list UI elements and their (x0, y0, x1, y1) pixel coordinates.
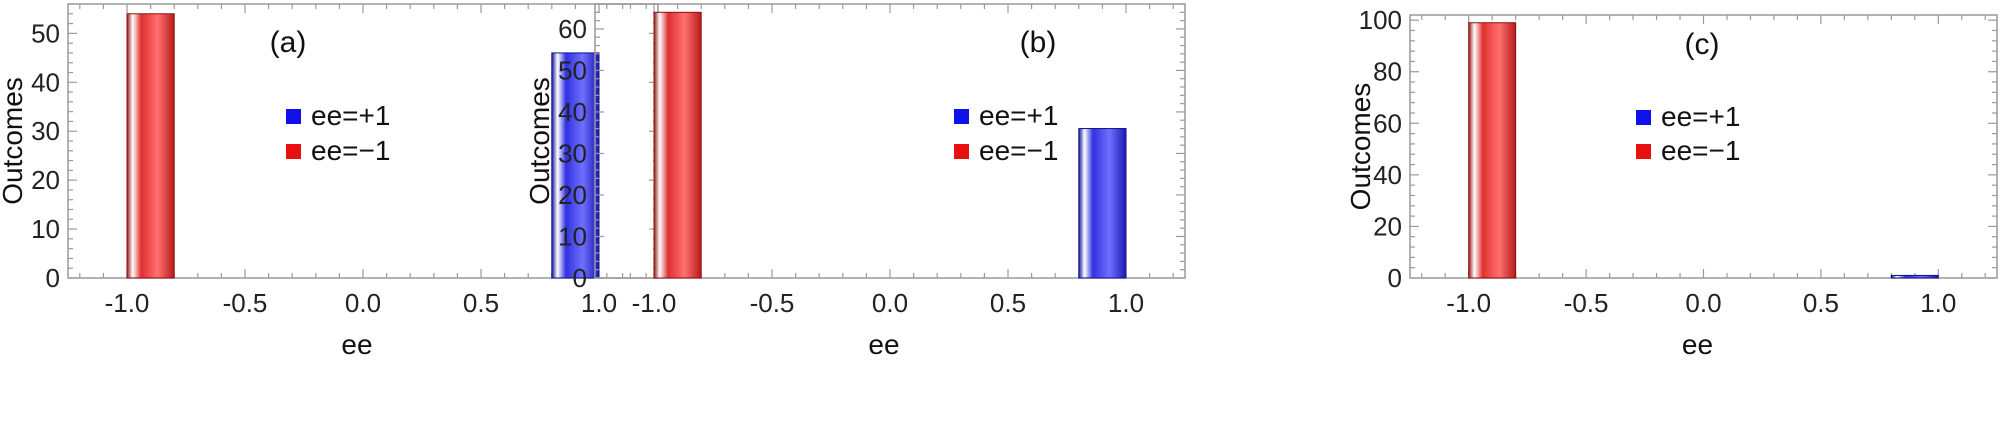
y-tick-label: 10 (558, 221, 587, 251)
y-tick-label: 60 (558, 14, 587, 44)
x-tick-label: 1.0 (1108, 288, 1144, 318)
x-tick-label: -0.5 (223, 288, 268, 318)
x-tick-label: 0.5 (990, 288, 1026, 318)
x-tick-label: 0.5 (1803, 288, 1839, 318)
panel-label: (a) (270, 26, 307, 59)
y-tick-label: 50 (31, 18, 60, 48)
bar-plus-1 (1890, 274, 1939, 279)
x-tick-label: 1.0 (581, 288, 617, 318)
x-axis-label: ee (868, 329, 899, 360)
legend-label: ee=−1 (311, 135, 390, 166)
y-tick-label: 50 (558, 55, 587, 85)
y-tick-label: 40 (1373, 160, 1402, 190)
legend-swatch (1636, 144, 1651, 159)
y-tick-label: 60 (1373, 108, 1402, 138)
y-tick-label: 100 (1359, 5, 1402, 35)
y-tick-label: 30 (558, 138, 587, 168)
bar-minus-1 (653, 11, 702, 279)
legend-label: ee=+1 (1661, 101, 1740, 132)
y-axis-label: Outcomes (1345, 83, 1376, 211)
x-tick-label: 0.5 (463, 288, 499, 318)
y-tick-label: 20 (1373, 211, 1402, 241)
legend-label: ee=+1 (311, 100, 390, 131)
y-axis-label: Outcomes (0, 77, 28, 205)
y-axis-label: Outcomes (524, 77, 555, 205)
legend-swatch (954, 109, 969, 124)
x-tick-label: -1.0 (105, 288, 150, 318)
y-tick-label: 80 (1373, 57, 1402, 87)
x-tick-label: -0.5 (1564, 288, 1609, 318)
x-axis-label: ee (1682, 329, 1713, 360)
chart-panel-2: -1.0 -0.5 0.0 0.5 1.00102030405060eeOutcomes… (524, 3, 1186, 360)
legend-label: ee=+1 (979, 100, 1058, 131)
x-tick-label: -0.5 (750, 288, 795, 318)
x-tick-label: 1.0 (1920, 288, 1956, 318)
chart-panel-3: -1.0 -0.5 0.0 0.5 1.0 0 20 40 60 80 100 ee Outcomes (… (1345, 5, 1998, 360)
legend-label: ee=−1 (1661, 135, 1740, 166)
legend-swatch (954, 144, 969, 159)
bar-minus-1 (126, 13, 175, 279)
y-tick-label: 0 (46, 263, 60, 293)
legend-swatch (1636, 110, 1651, 125)
y-tick-label: 30 (31, 116, 60, 146)
y-tick-label: 10 (31, 214, 60, 244)
legend-swatch (286, 144, 301, 159)
x-axis-label: ee (341, 329, 372, 360)
chart-panel-1: -1.0 -0.5 0.0 0.5 1.001020304050eeOutcomes(a… (0, 3, 659, 360)
x-tick-label: -1.0 (632, 288, 677, 318)
y-tick-label: 0 (573, 263, 587, 293)
y-tick-label: 20 (31, 165, 60, 195)
x-tick-label: 0.0 (345, 288, 381, 318)
legend-label: ee=−1 (979, 135, 1058, 166)
y-tick-label: 40 (558, 97, 587, 127)
x-tick-label: 0.0 (872, 288, 908, 318)
y-tick-label: 40 (31, 67, 60, 97)
legend-swatch (286, 109, 301, 124)
bar-minus-1 (1468, 22, 1517, 279)
panel-label: (c) (1685, 28, 1720, 61)
y-tick-label: 0 (1388, 263, 1402, 293)
bar-plus-1 (551, 52, 600, 279)
bar-plus-1 (1078, 128, 1127, 279)
x-tick-label: -1.0 (1446, 288, 1491, 318)
x-tick-label: 0.0 (1685, 288, 1721, 318)
y-tick-label: 20 (558, 180, 587, 210)
panel-label: (b) (1020, 26, 1057, 59)
